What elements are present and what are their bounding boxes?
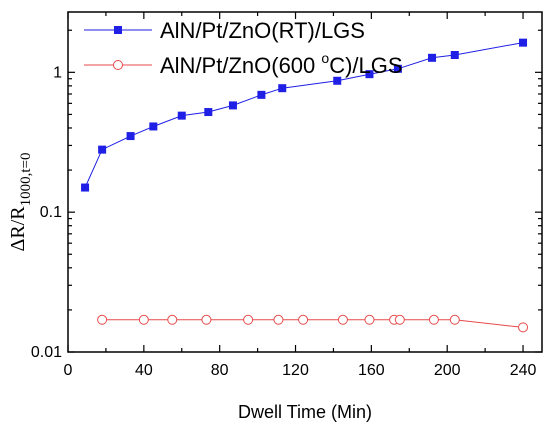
series-1-point	[81, 183, 90, 192]
series-1-point	[204, 108, 213, 117]
series-1-point	[393, 64, 402, 73]
x-tick-label: 80	[211, 362, 229, 379]
series-1-point	[177, 111, 186, 120]
x-tick-label: 200	[434, 362, 461, 379]
series-2-point	[394, 314, 405, 325]
series-1-point	[333, 76, 342, 85]
plot-frame	[67, 11, 543, 353]
series-1-point	[257, 90, 266, 99]
series-2-point	[449, 314, 460, 325]
y-axis-title: ΔR/R1000,t=0	[7, 153, 34, 252]
x-tick-label: 160	[358, 362, 385, 379]
x-tick-label: 120	[282, 362, 309, 379]
series-2-point	[298, 314, 309, 325]
series-1-point	[365, 70, 374, 79]
series-2-point	[138, 314, 149, 325]
tick-marks: 0 40 80 120 160 200 240 0.01 0.1 1	[31, 12, 542, 379]
series-2-point	[428, 314, 439, 325]
series-2-point	[167, 314, 178, 325]
series-2-point	[518, 322, 529, 333]
legend-marker-circle	[113, 60, 123, 70]
axes	[67, 11, 543, 353]
series-1-point	[450, 51, 459, 60]
series-2-point	[243, 314, 254, 325]
series-1-point	[149, 122, 158, 131]
y-axis-title-subscript: 1000,t=0	[18, 153, 34, 207]
series-2-line	[102, 319, 524, 328]
series-1-point	[228, 101, 237, 110]
series-1-point	[98, 145, 107, 154]
series-2-point	[201, 314, 212, 325]
legend-label-text: AlN/Pt/ZnO(600	[160, 53, 321, 78]
legend-marker-square	[114, 26, 122, 34]
series-2-point	[97, 314, 108, 325]
series-2-point	[273, 314, 284, 325]
y-tick-label: 0.01	[31, 344, 62, 361]
series-1-point	[519, 38, 528, 47]
x-tick-label: 0	[64, 362, 73, 379]
series-group	[81, 38, 529, 333]
x-tick-label: 40	[135, 362, 153, 379]
y-tick-label: 1	[53, 64, 62, 81]
x-axis-title: Dwell Time (Min)	[238, 402, 372, 422]
legend-label-1: AlN/Pt/ZnO(RT)/LGS	[160, 18, 365, 43]
x-tick-label: 240	[510, 362, 537, 379]
legend-label-superscript: o	[321, 50, 329, 66]
legend-label-2: AlN/Pt/ZnO(600 oC)/LGS	[160, 50, 403, 78]
series-2-point	[364, 314, 375, 325]
series-1-point	[278, 84, 287, 93]
series-2-point	[337, 314, 348, 325]
legend: AlN/Pt/ZnO(RT)/LGS AlN/Pt/ZnO(600 oC)/LGS	[84, 18, 403, 78]
series-1-point	[428, 53, 437, 62]
y-axis-title-main: ΔR/R	[7, 206, 29, 252]
legend-label-text-suffix: C)/LGS	[329, 53, 402, 78]
legend-label-text: AlN/Pt/ZnO(RT)/LGS	[160, 18, 365, 43]
series-1-point	[126, 132, 135, 141]
y-tick-label: 0.1	[40, 204, 62, 221]
